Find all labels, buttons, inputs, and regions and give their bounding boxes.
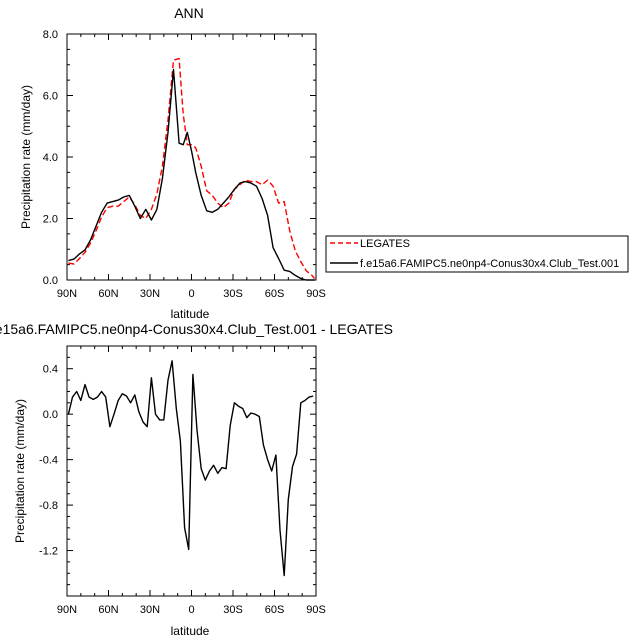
bottom-x-ticks: 90N 60N 30N 0 30S 60S 90S <box>57 346 326 616</box>
top-x-tick-label: 30N <box>140 288 160 300</box>
top-y-axis-label: Precipitation rate (mm/day) <box>19 85 33 229</box>
top-y-tick-label: 4.0 <box>43 152 58 164</box>
top-y-tick-label: 0.0 <box>43 275 58 287</box>
top-x-tick-label: 60N <box>98 288 118 300</box>
bottom-x-tick-label: 60S <box>265 604 285 616</box>
top-x-ticks: 90N 60N 30N 0 30S 60S 90S <box>57 34 326 300</box>
bottom-y-tick-label: 0.4 <box>43 364 58 376</box>
bottom-x-tick-label: 60N <box>98 604 118 616</box>
bottom-x-tick-label: 30N <box>140 604 160 616</box>
top-x-tick-label: 0 <box>188 288 194 300</box>
legend-box <box>325 235 629 273</box>
top-chart-legend: LEGATES f.e15a6.FAMIPC5.ne0np4-Conus30x4… <box>325 235 629 273</box>
top-x-tick-label: 30S <box>223 288 243 300</box>
top-plot-series-layer <box>68 57 316 281</box>
bottom-x-tick-label: 90S <box>306 604 326 616</box>
bottom-x-tick-label: 30S <box>223 604 243 616</box>
top-x-tick-label: 90S <box>306 288 326 300</box>
top-chart-panel: ANN 90N 60N 30N 0 30S 60S 90S 0.02.04.06.08.0 … <box>19 5 629 321</box>
bottom-y-tick-label: -0.4 <box>39 455 58 467</box>
top-x-tick-label: 90N <box>57 288 77 300</box>
bottom-y-tick-label: -1.2 <box>39 546 58 558</box>
top-x-axis-label: latitude <box>171 307 210 321</box>
top-y-ticks: 0.0 2.0 4.0 6.0 8.0 <box>43 29 316 287</box>
legend-label-model: f.e15a6.FAMIPC5.ne0np4-Conus30x4.Club_Te… <box>360 258 619 270</box>
bottom-series-line-0 <box>67 360 314 577</box>
top-y-tick-label: 6.0 <box>43 91 58 103</box>
top-x-tick-label: 60S <box>265 288 285 300</box>
bottom-x-axis-label: latitude <box>171 624 210 638</box>
bottom-x-tick-label: 0 <box>188 604 194 616</box>
top-y-tick-label: 8.0 <box>43 29 58 41</box>
bottom-y-tick-label: -0.8 <box>39 500 58 512</box>
top-chart-title: ANN <box>174 5 204 21</box>
top-series-line-1 <box>68 68 315 281</box>
bottom-x-tick-label: 90N <box>57 604 77 616</box>
bottom-y-tick-label: 0.0 <box>43 409 58 421</box>
bottom-chart-panel: f.e15a6.FAMIPC5.ne0np4-Conus30x4.Club_Te… <box>0 321 393 638</box>
legend-label-legates: LEGATES <box>360 238 410 250</box>
bottom-plot-frame <box>66 345 317 597</box>
top-y-tick-label: 2.0 <box>43 214 58 226</box>
bottom-y-ticks: -1.2 -0.8 -0.4 0.0 0.4 <box>39 345 316 597</box>
bottom-plot-series-layer <box>67 360 314 577</box>
bottom-chart-title: f.e15a6.FAMIPC5.ne0np4-Conus30x4.Club_Te… <box>0 321 393 337</box>
bottom-y-axis-label: Precipitation rate (mm/day) <box>13 399 27 543</box>
top-plot-frame <box>66 33 317 281</box>
top-series-line-0 <box>68 57 316 279</box>
